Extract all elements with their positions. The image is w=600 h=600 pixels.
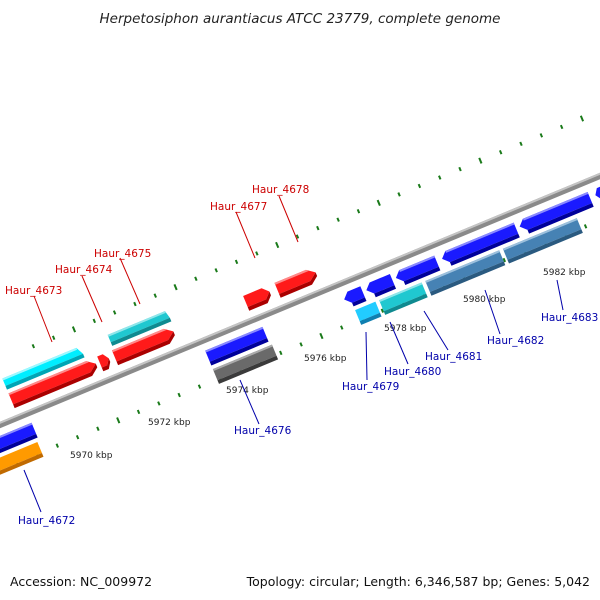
gene-label-4675[interactable]: Haur_4675 [94,248,151,260]
reverse-genes [0,184,600,476]
gene-bar-4676[interactable] [205,326,269,366]
forward-gene-labels: Haur_4673 Haur_4674 Haur_4675 Haur_4677 … [5,184,309,343]
reverse-gene-labels: Haur_4672 Haur_4676 Haur_4679 Haur_4680 … [18,279,598,527]
gene-bar-extra[interactable] [593,184,600,200]
gene-bar-4678[interactable] [274,267,320,298]
gene-bar-4673-outer[interactable] [2,346,85,390]
gene-bar-4674[interactable] [97,353,112,372]
gene-bar-4681[interactable] [394,255,441,288]
forward-genes [2,267,320,409]
scale-label-5970: 5970 kbp [70,451,113,461]
gene-bar-4683[interactable] [517,191,594,236]
accession-label: Accession: NC_009972 [10,574,152,589]
gene-bar-4679[interactable] [342,286,367,308]
gene-label-4674[interactable]: Haur_4674 [55,264,113,276]
gene-bar-4682-inner[interactable] [502,218,583,264]
genome-backbone [0,153,600,436]
scale-labels: 5970 kbp 5972 kbp 5974 kbp 5976 kbp 5978… [70,268,586,461]
gene-label-4682[interactable]: Haur_4682 [487,335,544,347]
gene-bar-4676-inner[interactable] [212,344,279,384]
gene-label-4680[interactable]: Haur_4680 [384,366,441,378]
gene-label-4672[interactable]: Haur_4672 [18,515,75,527]
scale-label-5978: 5978 kbp [384,324,427,334]
gene-bar-4680-inner[interactable] [379,282,428,315]
scale-label-5980: 5980 kbp [463,295,506,305]
forward-tick-row [31,115,585,349]
gene-bar-4679-inner[interactable] [355,301,382,325]
gene-label-4683[interactable]: Haur_4683 [541,312,598,324]
genome-track [0,115,600,476]
gene-bar-4680[interactable] [364,274,397,300]
gene-bar-4673[interactable] [8,358,100,409]
gene-bar-4675-outer[interactable] [107,310,172,346]
topology-label: Topology: circular; Length: 6,346,587 bp… [246,574,590,589]
gene-label-4679[interactable]: Haur_4679 [342,381,399,393]
scale-label-5972: 5972 kbp [148,418,191,428]
scale-label-5976: 5976 kbp [304,354,347,364]
scale-label-5982: 5982 kbp [543,268,586,278]
map-title: Herpetosiphon aurantiacus ATCC 23779, co… [100,11,501,27]
gene-bar-4682[interactable] [440,222,520,268]
gene-label-4673[interactable]: Haur_4673 [5,285,62,297]
gene-label-4676[interactable]: Haur_4676 [234,425,292,437]
gene-label-4681[interactable]: Haur_4681 [425,351,482,363]
gene-bar-4672[interactable] [0,422,38,457]
gene-bar-4681-inner[interactable] [425,250,506,296]
gene-label-4678[interactable]: Haur_4678 [252,184,309,196]
gene-label-4677[interactable]: Haur_4677 [210,201,267,213]
scale-label-5974: 5974 kbp [226,386,269,396]
gene-bar-4672-inner[interactable] [0,441,44,476]
gene-bar-4675[interactable] [111,326,177,366]
gene-bar-4677[interactable] [243,286,273,311]
